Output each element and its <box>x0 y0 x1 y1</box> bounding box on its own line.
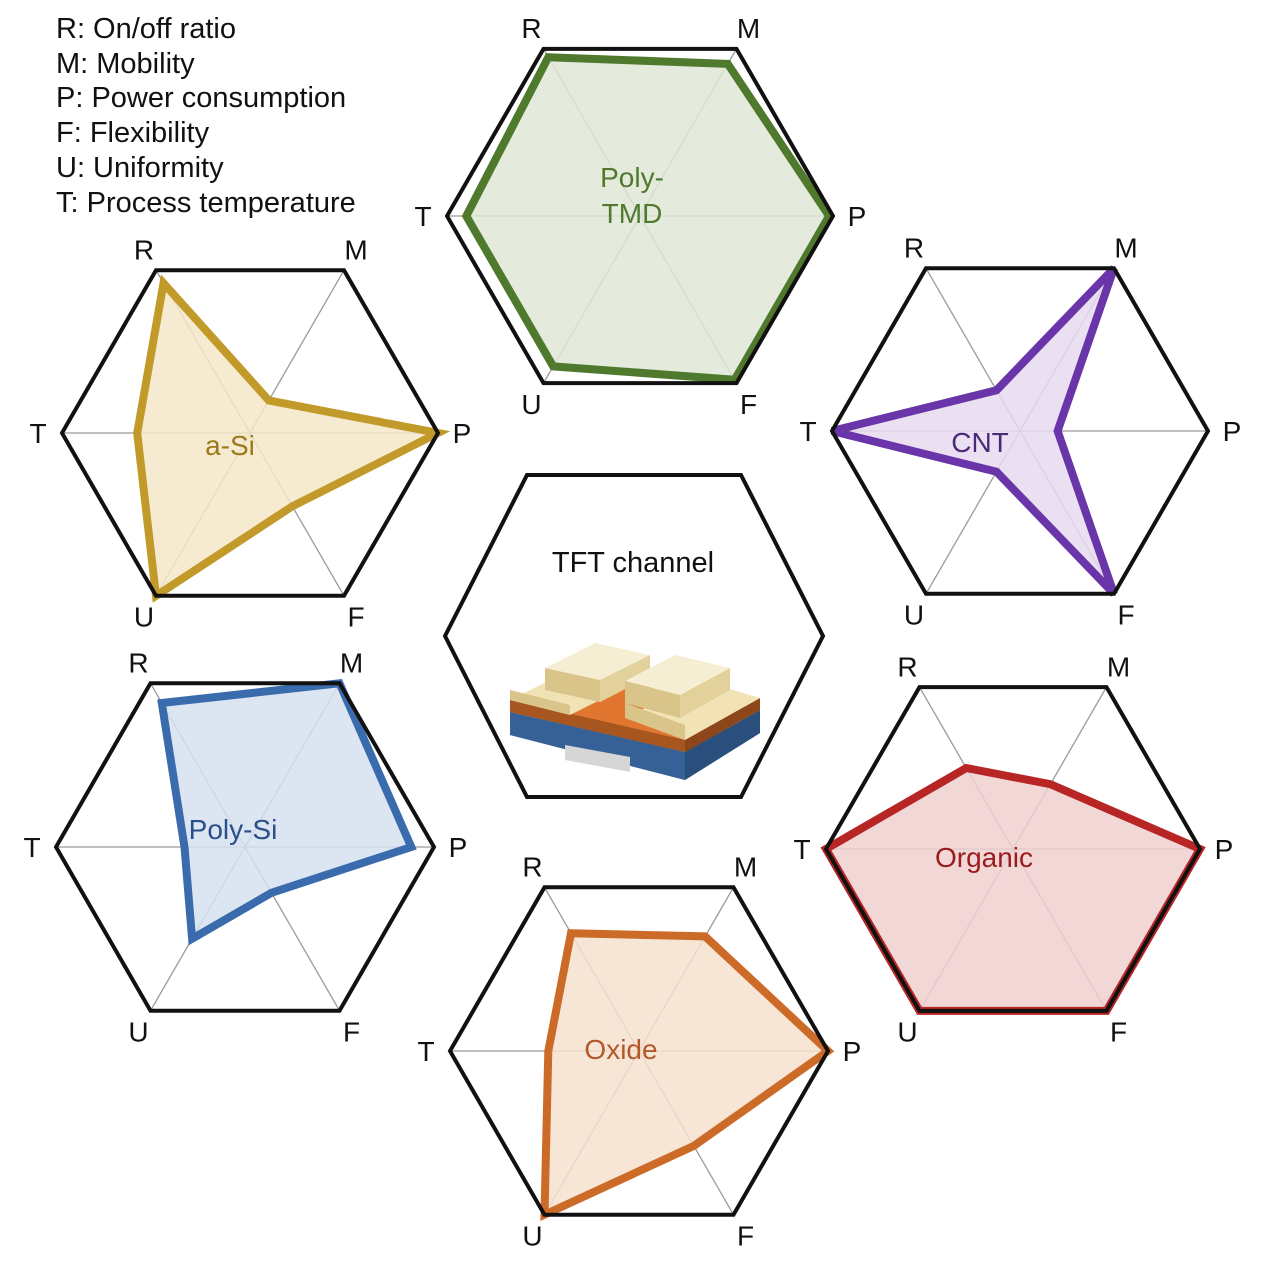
axis-label-m: M <box>1107 651 1130 682</box>
center-hexagon: TFT channel <box>442 473 826 799</box>
axis-label-p: P <box>453 418 472 449</box>
radar-frame <box>59 268 441 598</box>
radar-frame <box>444 46 836 386</box>
radar-series-oxide <box>540 929 835 1222</box>
axis-label-f: F <box>347 602 364 633</box>
axis-label-f: F <box>343 1017 360 1048</box>
series-label-organic: Organic <box>935 842 1033 873</box>
axis-label-t: T <box>793 834 810 865</box>
legend-entry-flexibility: F: Flexibility <box>56 117 210 150</box>
radar-organic: R M P F U T Organic <box>793 651 1233 1047</box>
series-label-poly-si: Poly-Si <box>189 814 278 845</box>
axis-label-p: P <box>843 1036 862 1067</box>
radar-series-poly-tmd <box>461 53 834 384</box>
axis-label-r: R <box>128 648 148 679</box>
axis-label-r: R <box>521 13 541 44</box>
legend-entry-power-consumption: P: Power consumption <box>56 82 347 115</box>
series-label-poly-tmd: TMD <box>602 198 663 229</box>
legend-entry-mobility: M: Mobility <box>56 47 195 80</box>
axis-label-t: T <box>414 201 431 232</box>
axis-label-t: T <box>417 1036 434 1067</box>
axis-label-m: M <box>734 852 757 883</box>
legend-entry-on-off-ratio: R: On/off ratio <box>56 13 236 45</box>
legend-entry-process-temperature: T: Process temperature <box>56 186 356 219</box>
axis-label-p: P <box>449 832 468 863</box>
series-label-a-si: a-Si <box>205 430 255 461</box>
axis-label-u: U <box>128 1017 148 1048</box>
axis-label-p: P <box>1215 834 1234 865</box>
radar-a-si: R M P F U T a-Si <box>29 234 471 632</box>
tft-device-illustration <box>510 643 760 780</box>
axis-legend: R: On/off ratio M: Mobility P: Power con… <box>56 12 356 220</box>
radar-series-organic <box>820 763 1206 1015</box>
series-label-oxide: Oxide <box>584 1034 657 1065</box>
axis-label-p: P <box>1223 416 1242 447</box>
radar-series-poly-si <box>157 679 417 946</box>
radar-frame <box>53 681 437 1013</box>
axis-label-u: U <box>904 600 924 631</box>
axis-label-m: M <box>344 234 367 265</box>
axis-label-f: F <box>1117 600 1134 631</box>
radar-series-a-si <box>133 274 451 603</box>
axis-label-u: U <box>134 602 154 633</box>
legend-entry-uniformity: U: Uniformity <box>56 151 224 184</box>
radar-oxide: R M P F U T Oxide <box>417 852 861 1252</box>
radar-poly-tmd: R M P F U T Poly- TMD <box>414 13 866 420</box>
center-title: TFT channel <box>552 547 714 579</box>
axis-label-f: F <box>1110 1017 1127 1048</box>
axis-label-m: M <box>737 13 760 44</box>
axis-label-u: U <box>521 389 541 420</box>
axis-label-m: M <box>340 648 363 679</box>
axis-label-m: M <box>1114 232 1137 263</box>
series-label-cnt: CNT <box>951 427 1009 458</box>
axis-label-t: T <box>799 416 816 447</box>
radar-frame <box>823 685 1203 1013</box>
axis-label-u: U <box>522 1221 542 1252</box>
axis-label-t: T <box>29 418 46 449</box>
axis-label-r: R <box>522 852 542 883</box>
axis-label-f: F <box>737 1221 754 1252</box>
axis-label-u: U <box>897 1017 917 1048</box>
axis-label-r: R <box>904 232 924 263</box>
radar-frame <box>829 266 1211 596</box>
radar-cnt: R M P F U T CNT <box>799 232 1241 630</box>
axis-label-f: F <box>740 389 757 420</box>
axis-label-r: R <box>134 234 154 265</box>
series-label-poly-tmd: Poly- <box>600 162 664 193</box>
radar-poly-si: R M P F U T Poly-Si <box>23 648 467 1048</box>
axis-label-t: T <box>23 832 40 863</box>
axis-label-p: P <box>848 201 867 232</box>
radar-frame <box>447 885 831 1217</box>
axis-label-r: R <box>897 651 917 682</box>
